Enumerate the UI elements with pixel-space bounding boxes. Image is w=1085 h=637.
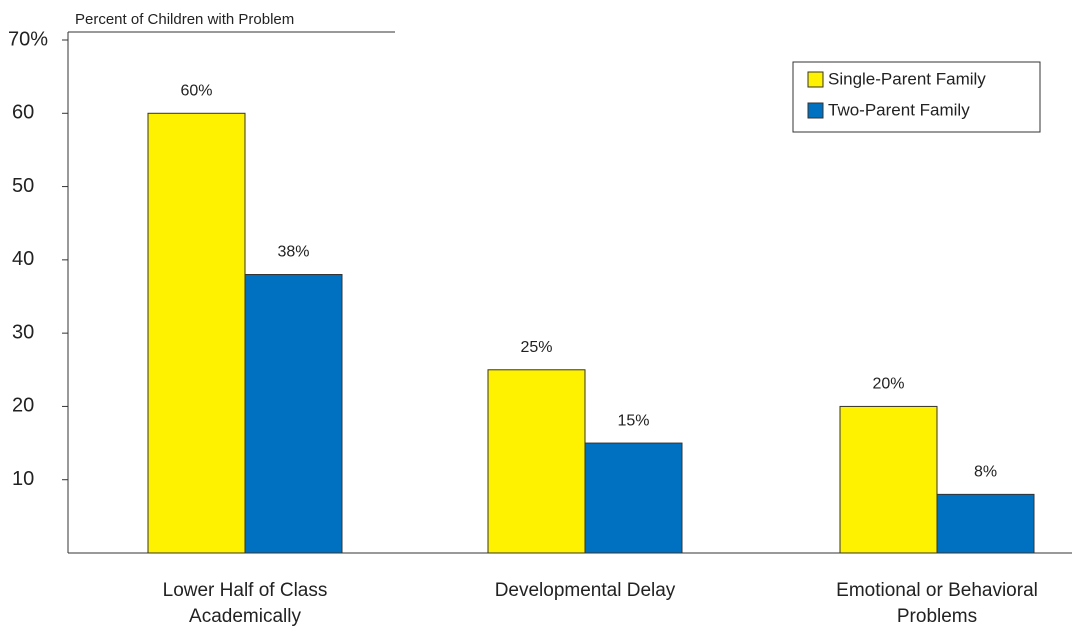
legend-label: Single-Parent Family <box>828 69 986 88</box>
y-tick-label: 30 <box>12 321 34 343</box>
value-label: 20% <box>872 376 904 393</box>
bar <box>244 274 343 554</box>
value-label: 25% <box>520 339 552 356</box>
bar <box>839 405 938 554</box>
y-tick-label: 70% <box>8 28 48 50</box>
bar <box>487 369 586 554</box>
value-label: 38% <box>277 244 309 261</box>
y-tick-label: 20 <box>12 395 34 417</box>
x-tick-label: Emotional or Behavioral Problems <box>836 580 1038 627</box>
bar <box>147 112 246 554</box>
value-label: 15% <box>617 412 649 429</box>
legend-label: Two-Parent Family <box>828 100 970 119</box>
y-axis-label: Percent of Children with Problem <box>75 11 294 28</box>
value-label: 8% <box>974 464 997 481</box>
bar <box>584 442 683 554</box>
y-tick-label: 10 <box>12 468 34 490</box>
y-tick-label: 60 <box>12 102 34 124</box>
bar <box>936 493 1035 554</box>
x-tick-label: Lower Half of Class Academically <box>162 580 328 627</box>
legend-swatch <box>807 102 824 119</box>
x-tick-label: Developmental Delay <box>494 580 676 601</box>
legend-box <box>792 61 1041 133</box>
y-tick-label: 50 <box>12 175 34 197</box>
value-label: 60% <box>180 83 212 100</box>
y-tick-label: 40 <box>12 248 34 270</box>
legend-swatch <box>807 71 824 88</box>
